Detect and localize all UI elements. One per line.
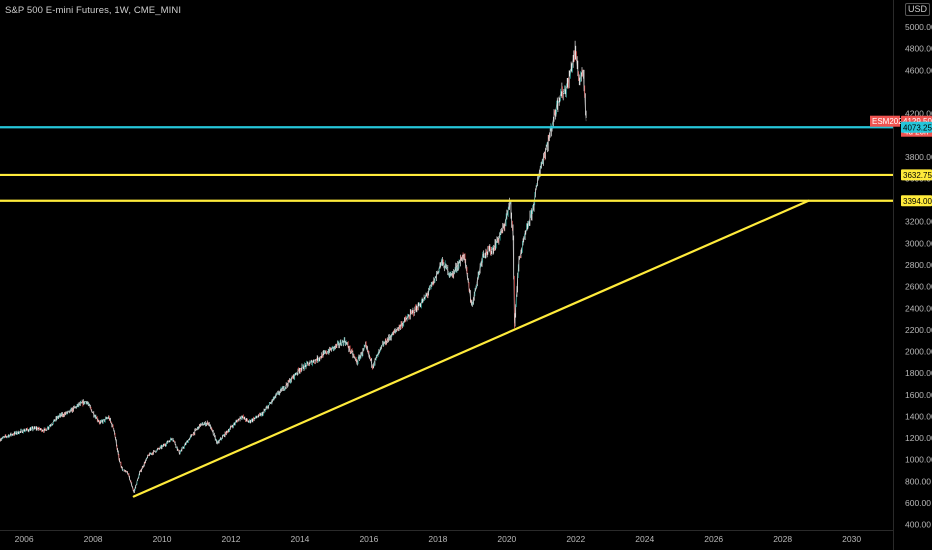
y-tick-label: 4800.00 (905, 44, 932, 54)
y-tick-label: 4600.00 (905, 65, 932, 75)
yellow-level-tag-1-bg (901, 169, 932, 181)
symbol-tag: ESM2022 (870, 115, 908, 127)
y-tick-label: 600.00 (905, 498, 931, 508)
x-tick-label: 2010 (153, 534, 172, 544)
y-tick-label: 400.00 (905, 520, 931, 530)
symbol-tag-text: ESM2022 (872, 117, 908, 126)
y-tick-label: 1800.00 (905, 368, 932, 378)
cyan-level-tag-bg (901, 121, 932, 133)
y-tick-label: 2400.00 (905, 303, 932, 313)
yellow-level-tag-2-text: 3394.00 (903, 197, 932, 206)
y-tick-label: 3200.00 (905, 217, 932, 227)
y-tick-label: 3800.00 (905, 152, 932, 162)
x-tick-label: 2020 (497, 534, 516, 544)
price-line (0, 50, 587, 494)
y-tick-label: 1400.00 (905, 411, 932, 421)
y-tick-label: 1600.00 (905, 390, 932, 400)
chart-title: S&P 500 E-mini Futures, 1W, CME_MINI (5, 5, 182, 16)
yellow-level-tag-2: 3394.00 (901, 195, 932, 207)
cyan-level-tag-text: 4073.25 (903, 123, 932, 132)
y-tick-label: 3000.00 (905, 238, 932, 248)
currency-button[interactable]: USD (905, 3, 931, 16)
x-tick-label: 2012 (222, 534, 241, 544)
y-tick-label: 2200.00 (905, 325, 932, 335)
x-tick-label: 2006 (15, 534, 34, 544)
y-tick-label: 2600.00 (905, 282, 932, 292)
y-tick-label: 2000.00 (905, 347, 932, 357)
x-tick-label: 2028 (773, 534, 792, 544)
x-tick-label: 2008 (84, 534, 103, 544)
y-tick-label: 1000.00 (905, 455, 932, 465)
symbol-tag-bg (870, 115, 900, 127)
x-tick-label: 2014 (291, 534, 310, 544)
cyan-level-tag: 4073.25 (901, 121, 932, 133)
x-tick-label: 2026 (704, 534, 723, 544)
y-tick-label: 2800.00 (905, 260, 932, 270)
support-trendline (132, 199, 810, 498)
x-tick-label: 2030 (842, 534, 861, 544)
yellow-level-tag-1-text: 3632.75 (903, 171, 932, 180)
y-tick-label: 1200.00 (905, 433, 932, 443)
x-tick-label: 2018 (428, 534, 447, 544)
x-tick-label: 2024 (635, 534, 654, 544)
y-tick-label: 5000.00 (905, 22, 932, 32)
yellow-level-tag-1: 3632.75 (901, 169, 932, 181)
x-tick-label: 2022 (566, 534, 585, 544)
y-tick-label: 4200.00 (905, 109, 932, 119)
y-tick-label: 800.00 (905, 476, 931, 486)
last-price-tag-text: 4129.50 (903, 117, 932, 126)
x-tick-label: 2016 (359, 534, 378, 544)
yellow-level-tag-2-bg (901, 195, 932, 207)
